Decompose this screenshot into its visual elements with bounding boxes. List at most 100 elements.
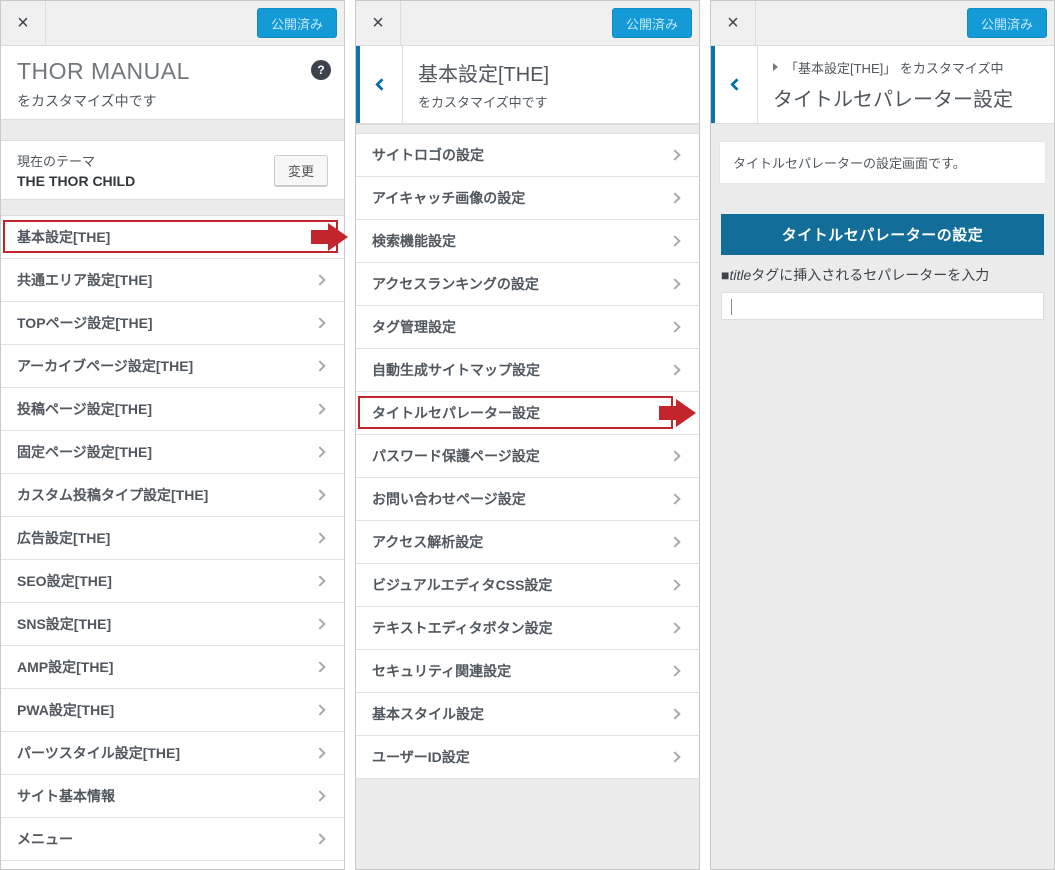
list-item[interactable]: 固定ページ設定[THE] <box>1 431 344 474</box>
back-button[interactable] <box>715 46 758 123</box>
chevron-right-icon <box>314 532 326 544</box>
section-title: タイトルセパレーター設定 <box>773 88 1013 111</box>
help-button[interactable]: ? <box>311 60 331 80</box>
publish-button[interactable]: 公開済み <box>966 8 1047 38</box>
chevron-right-icon <box>314 704 326 716</box>
chevron-right-icon <box>669 622 681 634</box>
blue-accent-strip <box>356 46 360 123</box>
list-item[interactable]: タグ管理設定 <box>356 306 699 349</box>
chevron-right-icon <box>669 579 681 591</box>
customizing-subtitle: をカスタマイズ中です <box>17 93 157 109</box>
chevron-right-icon <box>669 278 681 290</box>
list-item-label: TOPページ設定[THE] <box>17 315 153 331</box>
list-item[interactable]: アクセス解析設定 <box>356 521 699 564</box>
list-item[interactable]: お問い合わせページ設定 <box>356 478 699 521</box>
section-menu: サイトロゴの設定 アイキャッチ画像の設定 検索機能設定 アクセスランキングの設定 <box>356 134 699 779</box>
list-item-label: メニュー <box>17 831 73 847</box>
section-header-text: 「基本設定[THE]」 をカスタマイズ中 タイトルセパレーター設定 <box>758 46 1054 123</box>
list-item[interactable]: TOPページ設定[THE] <box>1 302 344 345</box>
separator-field-label: ■titleタグに挿入されるセパレーターを入力 <box>721 265 1044 285</box>
chevron-right-icon <box>314 747 326 759</box>
list-item[interactable]: AMP設定[THE] <box>1 646 344 689</box>
divider-band <box>1 199 344 216</box>
list-item-label: タイトルセパレーター設定 <box>372 405 540 421</box>
chevron-right-icon <box>314 661 326 673</box>
list-item-label: テキストエディタボタン設定 <box>372 620 553 636</box>
list-item[interactable]: カスタム投稿タイプ設定[THE] <box>1 474 344 517</box>
chevron-right-icon <box>314 274 326 286</box>
separator-input[interactable] <box>722 293 1043 319</box>
chevron-right-icon <box>669 149 681 161</box>
chevron-right-icon <box>669 665 681 677</box>
section-description: タイトルセパレーターの設定画面です。 <box>719 141 1046 184</box>
close-icon: × <box>372 12 384 34</box>
list-item[interactable]: ユーザーID設定 <box>356 736 699 779</box>
list-item[interactable]: 基本スタイル設定 <box>356 693 699 736</box>
customizer-root-panel: × 公開済み THOR MANUAL をカスタマイズ中です ? 現在のテーマ T… <box>0 0 348 870</box>
list-item[interactable]: サイト基本情報 <box>1 775 344 818</box>
list-item-label: タグ管理設定 <box>372 319 456 335</box>
chevron-right-icon <box>314 575 326 587</box>
chevron-right-icon <box>314 790 326 802</box>
help-icon: ? <box>317 63 325 77</box>
list-item[interactable]: セキュリティ関連設定 <box>356 650 699 693</box>
chevron-right-icon <box>669 364 681 376</box>
close-button[interactable]: × <box>1 1 46 45</box>
list-item[interactable]: 自動生成サイトマップ設定 <box>356 349 699 392</box>
list-item-label: アクセスランキングの設定 <box>372 276 539 292</box>
current-theme-label: 現在のテーマ <box>17 154 96 169</box>
list-item[interactable]: 共通エリア設定[THE] <box>1 259 344 302</box>
list-item[interactable]: テキストエディタボタン設定 <box>356 607 699 650</box>
list-item[interactable]: ビジュアルエディタCSS設定 <box>356 564 699 607</box>
publish-button[interactable]: 公開済み <box>611 8 692 38</box>
list-item[interactable]: アクセスランキングの設定 <box>356 263 699 306</box>
publish-button[interactable]: 公開済み <box>256 8 337 38</box>
current-theme-section: 現在のテーマ THE THOR CHILD 変更 <box>1 141 344 199</box>
list-item[interactable]: サイトロゴの設定 <box>356 134 699 177</box>
list-item-label: 基本設定[THE] <box>17 229 111 245</box>
chevron-right-icon <box>669 321 681 333</box>
list-item-label: 自動生成サイトマップ設定 <box>372 362 540 378</box>
settings-heading: タイトルセパレーターの設定 <box>721 214 1044 255</box>
list-item[interactable]: メニュー <box>1 818 344 861</box>
section-title: 基本設定[THE] <box>418 64 550 86</box>
chevron-right-icon <box>314 618 326 630</box>
menu-tail <box>1 861 344 869</box>
list-item[interactable]: タイトルセパレーター設定 <box>356 392 699 435</box>
field-label-text: タグに挿入されるセパレーターを入力 <box>751 267 990 283</box>
chevron-right-icon <box>314 360 326 372</box>
close-button[interactable]: × <box>711 1 756 45</box>
list-item[interactable]: 投稿ページ設定[THE] <box>1 388 344 431</box>
change-theme-button[interactable]: 変更 <box>273 154 328 186</box>
list-item[interactable]: 基本設定[THE] <box>1 216 348 259</box>
list-item[interactable]: パスワード保護ページ設定 <box>356 435 699 478</box>
list-item[interactable]: SNS設定[THE] <box>1 603 344 646</box>
list-item[interactable]: アイキャッチ画像の設定 <box>356 177 699 220</box>
list-item-label: お問い合わせページ設定 <box>372 491 526 507</box>
chevron-right-icon <box>669 235 681 247</box>
list-item[interactable]: PWA設定[THE] <box>1 689 344 732</box>
list-item-label: サイトロゴの設定 <box>372 147 484 163</box>
list-item-label: アイキャッチ画像の設定 <box>372 190 526 206</box>
divider-band <box>1 119 344 141</box>
list-item[interactable]: 広告設定[THE] <box>1 517 344 560</box>
list-item-label: 固定ページ設定[THE] <box>17 444 153 460</box>
list-item-label: サイト基本情報 <box>17 788 115 804</box>
list-item[interactable]: パーツスタイル設定[THE] <box>1 732 344 775</box>
list-item-label: 検索機能設定 <box>372 233 456 249</box>
site-title: THOR MANUAL <box>17 58 190 84</box>
list-item-label: パスワード保護ページ設定 <box>372 448 540 464</box>
list-item[interactable]: 検索機能設定 <box>356 220 699 263</box>
list-item-label: 投稿ページ設定[THE] <box>17 401 153 417</box>
list-item-label: アーカイブページ設定[THE] <box>17 358 194 374</box>
back-button[interactable] <box>360 46 403 123</box>
list-item-label: SEO設定[THE] <box>17 573 112 589</box>
list-item-label: 共通エリア設定[THE] <box>17 272 153 288</box>
list-item[interactable]: SEO設定[THE] <box>1 560 344 603</box>
chevron-right-icon <box>669 708 681 720</box>
chevron-right-icon <box>669 450 681 462</box>
list-item-label: パーツスタイル設定[THE] <box>17 745 181 761</box>
close-button[interactable]: × <box>356 1 401 45</box>
list-item[interactable]: アーカイブページ設定[THE] <box>1 345 344 388</box>
